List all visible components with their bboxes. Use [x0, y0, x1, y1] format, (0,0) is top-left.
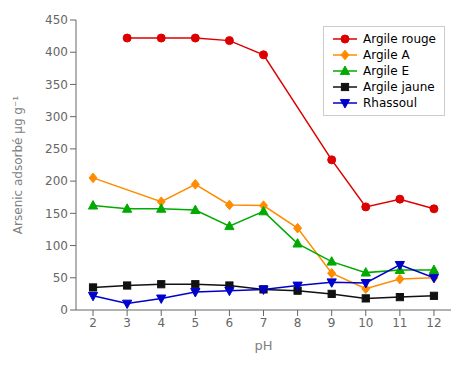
html-text:Rhassoul: Rhassoul	[363, 96, 418, 110]
svg-text:4: 4	[157, 316, 165, 330]
svg-text:Arsenic adsorbé µg g⁻¹: Arsenic adsorbé µg g⁻¹	[11, 96, 25, 234]
html-text:Argile E: Argile E	[363, 64, 409, 78]
svg-text:400: 400	[45, 45, 68, 59]
svg-text:200: 200	[45, 174, 68, 188]
html-text:Argile rouge: Argile rouge	[363, 32, 436, 46]
svg-text:9: 9	[328, 316, 336, 330]
html-text:Argile A: Argile A	[363, 48, 410, 62]
svg-text:8: 8	[294, 316, 302, 330]
svg-text:50: 50	[53, 271, 68, 285]
svg-text:6: 6	[226, 316, 234, 330]
svg-text:pH: pH	[254, 338, 272, 353]
html-text:Argile jaune: Argile jaune	[363, 80, 435, 94]
svg-text:11: 11	[392, 316, 407, 330]
svg-text:450: 450	[45, 13, 68, 27]
svg-text:3: 3	[123, 316, 131, 330]
svg-text:2: 2	[89, 316, 97, 330]
svg-text:12: 12	[426, 316, 441, 330]
svg-text:250: 250	[45, 142, 68, 156]
svg-text:150: 150	[45, 207, 68, 221]
svg-text:0: 0	[60, 303, 68, 317]
svg-text:350: 350	[45, 78, 68, 92]
svg-text:100: 100	[45, 239, 68, 253]
svg-text:300: 300	[45, 110, 68, 124]
svg-text:7: 7	[260, 316, 268, 330]
svg-text:10: 10	[358, 316, 373, 330]
svg-text:5: 5	[191, 316, 199, 330]
